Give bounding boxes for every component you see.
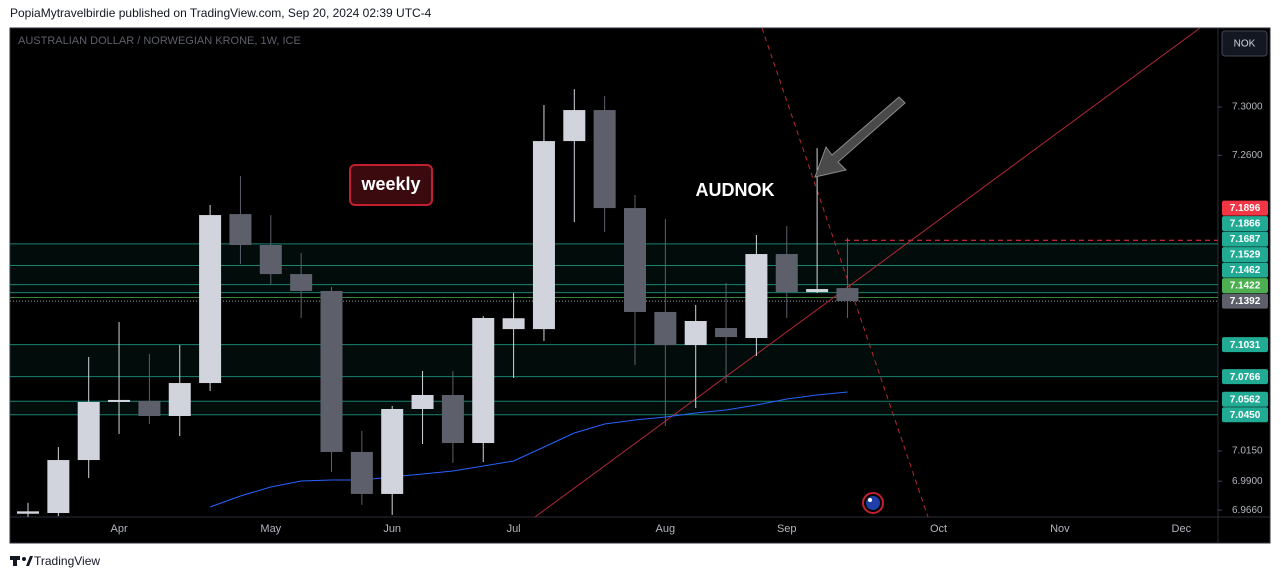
header: PopiaMytravelbirdie published on Trading… bbox=[10, 6, 432, 20]
level-label: 7.1031 bbox=[1230, 340, 1261, 351]
candle-body bbox=[775, 254, 798, 293]
x-tick-label: May bbox=[260, 523, 281, 535]
candle-body bbox=[229, 214, 252, 245]
flag-icon bbox=[862, 492, 884, 514]
footer-logo bbox=[10, 556, 33, 566]
flag-ring bbox=[862, 492, 884, 514]
flag bbox=[866, 496, 880, 510]
level-tag bbox=[1222, 337, 1268, 353]
candle-body bbox=[138, 400, 161, 416]
currency-button[interactable] bbox=[1221, 30, 1268, 57]
level-label: 7.0766 bbox=[1230, 372, 1261, 383]
zone bbox=[10, 243, 1218, 293]
candle-body bbox=[168, 383, 191, 416]
candle-body bbox=[502, 318, 525, 330]
level-label: 7.0450 bbox=[1230, 410, 1261, 421]
y-tick-label: 7.0150 bbox=[1232, 446, 1263, 457]
level-label: 7.1462 bbox=[1230, 265, 1261, 276]
candle-body bbox=[411, 394, 434, 409]
y-tick-label: 7.2600 bbox=[1232, 150, 1263, 161]
x-tick-label: Jul bbox=[507, 523, 521, 535]
logo-part bbox=[13, 556, 17, 566]
candle-body bbox=[472, 317, 495, 444]
level-tag bbox=[1222, 278, 1268, 294]
level-label: 7.1896 bbox=[1230, 203, 1261, 214]
level-tag bbox=[1222, 200, 1268, 216]
y-tick-label: 6.9900 bbox=[1232, 476, 1263, 487]
x-tick-label: Sep bbox=[777, 523, 797, 535]
candles bbox=[17, 89, 859, 517]
logo-part bbox=[26, 556, 33, 566]
chart-title: AUSTRALIAN DOLLAR / NORWEGIAN KRONE, 1W,… bbox=[18, 35, 301, 47]
arrow bbox=[814, 96, 906, 178]
price-axis: 6.9660 6.9900 7.0150 7.2600 7.3000 bbox=[1218, 102, 1263, 516]
y-tick-label: 6.9660 bbox=[1232, 505, 1263, 516]
level-label: 7.1392 bbox=[1230, 296, 1261, 307]
annotation: weekly bbox=[360, 174, 420, 194]
footer: TradingView bbox=[34, 554, 100, 568]
candle-body bbox=[47, 460, 70, 514]
drawings bbox=[534, 28, 1201, 517]
y-tick-label: 7.3000 bbox=[1232, 102, 1263, 113]
logo-part bbox=[22, 557, 26, 561]
level-tag bbox=[1222, 216, 1268, 232]
zone bbox=[10, 401, 1218, 415]
level-label: 7.0562 bbox=[1230, 394, 1261, 405]
candle-body bbox=[836, 288, 859, 302]
level-label: 7.1422 bbox=[1230, 281, 1261, 292]
level-label: 7.1866 bbox=[1230, 219, 1261, 230]
ma-line bbox=[209, 391, 848, 508]
candle-body bbox=[320, 290, 343, 452]
arrow-annotation bbox=[814, 96, 906, 178]
time-axis: Apr May Jun Jul Aug Sep Oct Nov Dec bbox=[110, 523, 1191, 535]
candle-body bbox=[199, 215, 222, 384]
x-tick-label: Aug bbox=[656, 523, 676, 535]
candle-body bbox=[593, 110, 616, 209]
candle-body bbox=[441, 394, 464, 444]
candle-body bbox=[563, 110, 586, 142]
candle-body bbox=[532, 141, 555, 330]
level-tag bbox=[1222, 407, 1268, 423]
candle-body bbox=[350, 451, 373, 494]
x-tick-label: Dec bbox=[1172, 523, 1192, 535]
level-tag bbox=[1222, 247, 1268, 263]
zone bbox=[10, 344, 1218, 377]
candle-body bbox=[290, 274, 313, 291]
level-tag bbox=[1222, 293, 1268, 309]
level-label: 7.1529 bbox=[1230, 250, 1261, 261]
candle-body bbox=[654, 311, 677, 346]
candle-body bbox=[108, 399, 131, 402]
level-tag bbox=[1222, 231, 1268, 247]
level-tag bbox=[1222, 369, 1268, 385]
candle-body bbox=[624, 208, 646, 312]
candle-body bbox=[806, 289, 829, 293]
level-label: 7.1687 bbox=[1230, 234, 1261, 245]
trendline bbox=[534, 28, 1201, 517]
candle-body bbox=[77, 401, 100, 461]
x-tick-label: Jun bbox=[383, 523, 401, 535]
level-labels: 7.1896 7.1866 7.1687 7.1529 7.1462 7.1422 7.13… bbox=[1222, 200, 1268, 423]
annotation: AUDNOK bbox=[696, 180, 775, 200]
candle-body bbox=[17, 511, 39, 514]
candle-body bbox=[684, 321, 707, 346]
candle-body bbox=[715, 328, 738, 338]
x-tick-label: Apr bbox=[110, 523, 127, 535]
annotation-box bbox=[349, 164, 433, 206]
level-tag bbox=[1222, 262, 1268, 278]
flag-star bbox=[868, 498, 872, 502]
x-tick-label: Nov bbox=[1050, 523, 1070, 535]
candle-body bbox=[745, 254, 768, 339]
x-tick-label: Oct bbox=[930, 523, 947, 535]
currency: NOK bbox=[1234, 39, 1256, 50]
candle-body bbox=[259, 244, 282, 275]
level-tag bbox=[1222, 391, 1268, 407]
moving-average bbox=[209, 391, 848, 508]
candle-body bbox=[381, 408, 404, 494]
